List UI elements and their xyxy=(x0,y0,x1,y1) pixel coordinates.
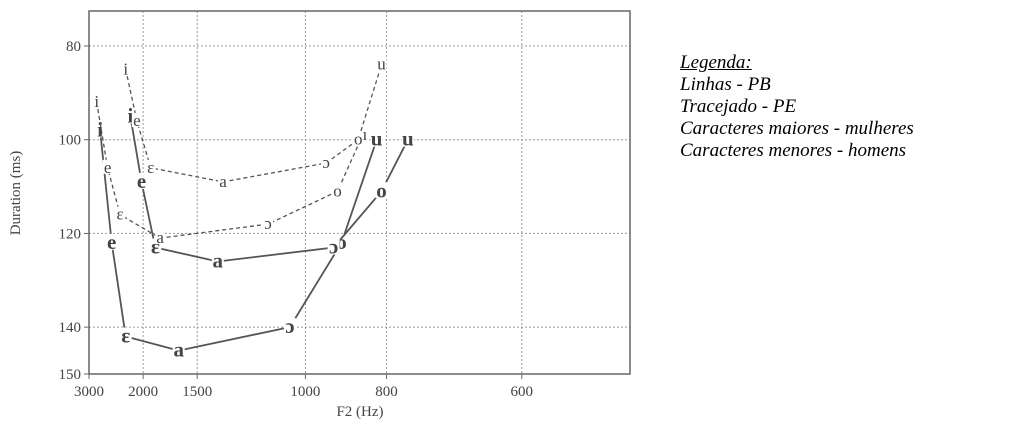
label-bg xyxy=(135,172,148,189)
vowel-point-label: a xyxy=(219,172,227,191)
vowel-point-label: i xyxy=(94,92,99,111)
legend-title: Legenda: xyxy=(680,52,752,73)
vowel-point-label: i xyxy=(123,59,128,78)
x-tick-label: 600 xyxy=(511,384,534,400)
y-tick-label: 150 xyxy=(59,367,82,383)
vowel-point-label: ɛ xyxy=(147,158,154,177)
y-tick-label: 140 xyxy=(59,320,82,336)
vowel-point-label: a xyxy=(156,228,164,247)
y-tick-label: 120 xyxy=(59,226,82,242)
label-bg xyxy=(353,131,364,146)
x-tick-label: 1000 xyxy=(290,384,320,400)
label-bg xyxy=(145,159,156,174)
axis-ticks: 3000 2000 1500 1000 800 600 80 100 120 140 150 xyxy=(59,39,534,400)
label-bg xyxy=(370,130,383,147)
label-bg xyxy=(401,130,414,147)
vowel-point-label: o xyxy=(333,181,342,200)
x-axis-title: F2 (Hz) xyxy=(336,404,383,420)
vowel-point-label: u xyxy=(402,127,414,151)
label-bg xyxy=(321,155,332,170)
label-bg xyxy=(263,216,274,231)
label-bg xyxy=(172,341,185,358)
vowel-point-label: a xyxy=(173,338,184,362)
x-tick-label: 800 xyxy=(375,384,398,400)
x-tick-label: 1500 xyxy=(182,384,212,400)
y-axis-title: Duration (ms) xyxy=(8,151,24,236)
label-bg xyxy=(102,159,113,174)
label-bg xyxy=(376,56,387,71)
vowel-point-label: i xyxy=(97,117,103,141)
x-tick-label: 3000 xyxy=(74,384,104,400)
label-bg xyxy=(91,94,102,109)
label-bg xyxy=(105,233,118,250)
label-bg xyxy=(327,238,340,255)
label-bg xyxy=(120,61,131,76)
vowel-point-label: ɛ xyxy=(121,324,130,348)
label-bg xyxy=(211,252,224,269)
vowel-point-label: ɛ xyxy=(117,205,124,224)
plot-frame xyxy=(88,10,631,375)
vowel-point-label: ɛ xyxy=(151,234,160,258)
vowel-point-label: e xyxy=(133,111,141,130)
series-layer: ieɛaɔouieɛaɔouieɛaɔouieɛaɔou xyxy=(91,55,414,362)
vowel-point-label: ɔ xyxy=(329,234,338,258)
vowel-point-label: e xyxy=(104,158,112,177)
label-bg xyxy=(218,173,229,188)
label-bg xyxy=(155,230,166,245)
vowel-point-label: ɔ xyxy=(322,153,330,172)
vowel-point-label: u xyxy=(371,127,383,151)
vowel-point-label: ɔ xyxy=(285,314,294,338)
legend-small-chars: Caracteres menores - homens xyxy=(680,140,907,161)
vowel-point-label: ɔ xyxy=(264,214,272,233)
vowel-point-label: o xyxy=(336,230,347,254)
legend-line-dashed: Tracejado - PE xyxy=(680,96,797,117)
y-tick-label: 80 xyxy=(66,39,81,55)
vowel-point-label: e xyxy=(107,230,116,254)
vowel-point-label: o xyxy=(354,130,363,149)
label-bg xyxy=(375,182,388,199)
label-bg xyxy=(131,112,142,127)
series-line xyxy=(125,64,383,183)
label-bg xyxy=(115,206,126,221)
label-bg xyxy=(283,318,296,335)
label-bg xyxy=(119,327,132,344)
vowel-point-label: u xyxy=(377,55,386,74)
vowel-point-label: e xyxy=(137,169,146,193)
y-tick-label: 100 xyxy=(59,133,82,149)
x-tick-label: 2000 xyxy=(128,384,158,400)
vowel-point-label: o xyxy=(376,178,387,202)
vowel-point-label: i xyxy=(127,103,133,127)
label-bg xyxy=(332,183,343,198)
legend-large-chars: Caracteres maiores - mulheres xyxy=(680,118,914,139)
vowel-point-label: a xyxy=(212,249,223,273)
legend-line-solid: Linhas - PB xyxy=(680,74,771,95)
legend-box: Legenda: Linhas - PB Tracejado - PE Cara… xyxy=(680,52,914,162)
label-bg xyxy=(94,121,107,138)
